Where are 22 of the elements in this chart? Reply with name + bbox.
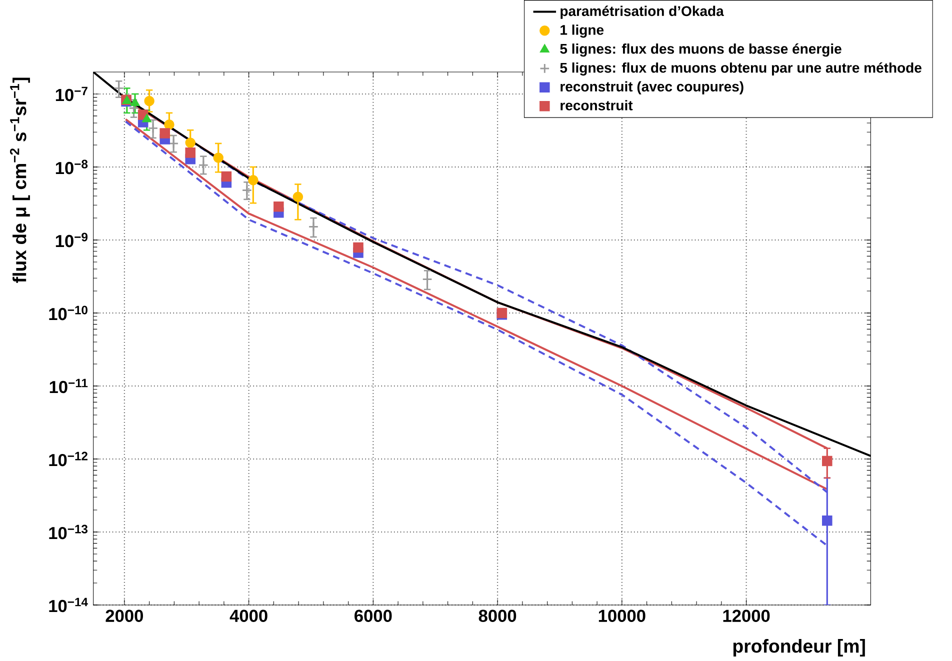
legend-label: 5 lignes: flux de muons obtenu par une autre méthode [560, 62, 922, 76]
legend-label: reconstruit [560, 100, 633, 110]
legend-label: 1 ligne [560, 24, 604, 38]
y-tick-label: 10$^{−12}$ [49, 452, 88, 466]
legend-label: paramétrisation d’Okada [560, 6, 724, 19]
legend-label: 5 lignes: flux des muons de basse énergie [560, 43, 842, 57]
x-tick-label: 10000 [598, 610, 646, 622]
y-tick-label: 10$^{−14}$ [49, 598, 88, 612]
x-tick-label: 8000 [478, 610, 516, 622]
y-tick-label: 10$^{−11}$ [50, 378, 88, 394]
y-tick-label: 10$^{−8}$ [56, 160, 88, 174]
y-tick-label: 10$^{−10}$ [49, 306, 88, 320]
x-tick-label: 12000 [723, 610, 770, 622]
y-tick-label: 10$^{−7}$ [56, 86, 88, 102]
legend-label: reconstruit (avec coupures) [560, 81, 744, 94]
x-axis-title: profondeur [m] [733, 639, 865, 656]
x-tick-label: 4000 [230, 610, 268, 622]
x-tick-label: 6000 [354, 610, 392, 622]
x-tick-label: 2000 [106, 610, 143, 622]
y-tick-label: 10$^{−9}$ [56, 232, 88, 248]
y-axis-title: flux de μ [ cm$^{−2}$ s$^{−1}$sr$^{−1}$] [10, 78, 30, 283]
y-tick-label: 10$^{−13}$ [49, 524, 88, 540]
